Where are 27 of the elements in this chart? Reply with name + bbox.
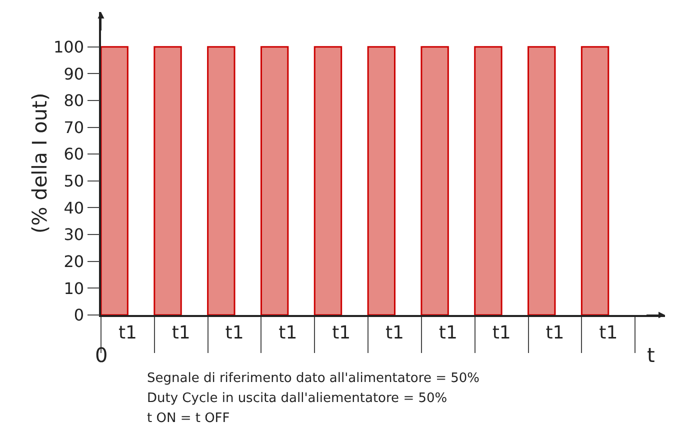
- x-tick-label: t1: [438, 322, 458, 344]
- x-tick-label: t1: [332, 322, 351, 344]
- x-tick-label: t1: [599, 322, 618, 344]
- x-tick-label: t1: [118, 322, 137, 344]
- y-tick-label: 0: [74, 306, 84, 325]
- y-tick-label: 10: [64, 278, 84, 298]
- x-tick-label: t1: [546, 322, 564, 344]
- y-axis-title: (% della I out): [28, 92, 52, 234]
- y-tick-label: 40: [64, 198, 84, 218]
- y-tick-label: 50: [64, 172, 84, 191]
- text: 0: [95, 343, 108, 367]
- x-axis-title: t: [647, 343, 655, 367]
- x-tick-label: t1: [225, 322, 244, 344]
- text: Duty Cycle in uscita dall'aliementatore = 50%: [147, 391, 448, 406]
- x-tick-label: t1: [385, 322, 404, 344]
- x-tick-label: t1: [492, 322, 511, 344]
- y-tick-label: 60: [64, 144, 84, 164]
- x-tick-label: t1: [278, 322, 298, 344]
- y-tick-label: 100: [54, 37, 84, 56]
- y-tick-label: 70: [64, 118, 84, 137]
- y-tick-label: 90: [64, 64, 84, 84]
- text: Segnale di riferimento dato all'alimentatore = 50%: [147, 371, 480, 386]
- x-tick-label: t1: [172, 322, 190, 344]
- text: t ON = t OFF: [147, 411, 230, 426]
- y-tick-label: 80: [64, 91, 84, 110]
- y-tick-label: 20: [64, 252, 84, 271]
- y-tick-label: 30: [64, 225, 84, 244]
